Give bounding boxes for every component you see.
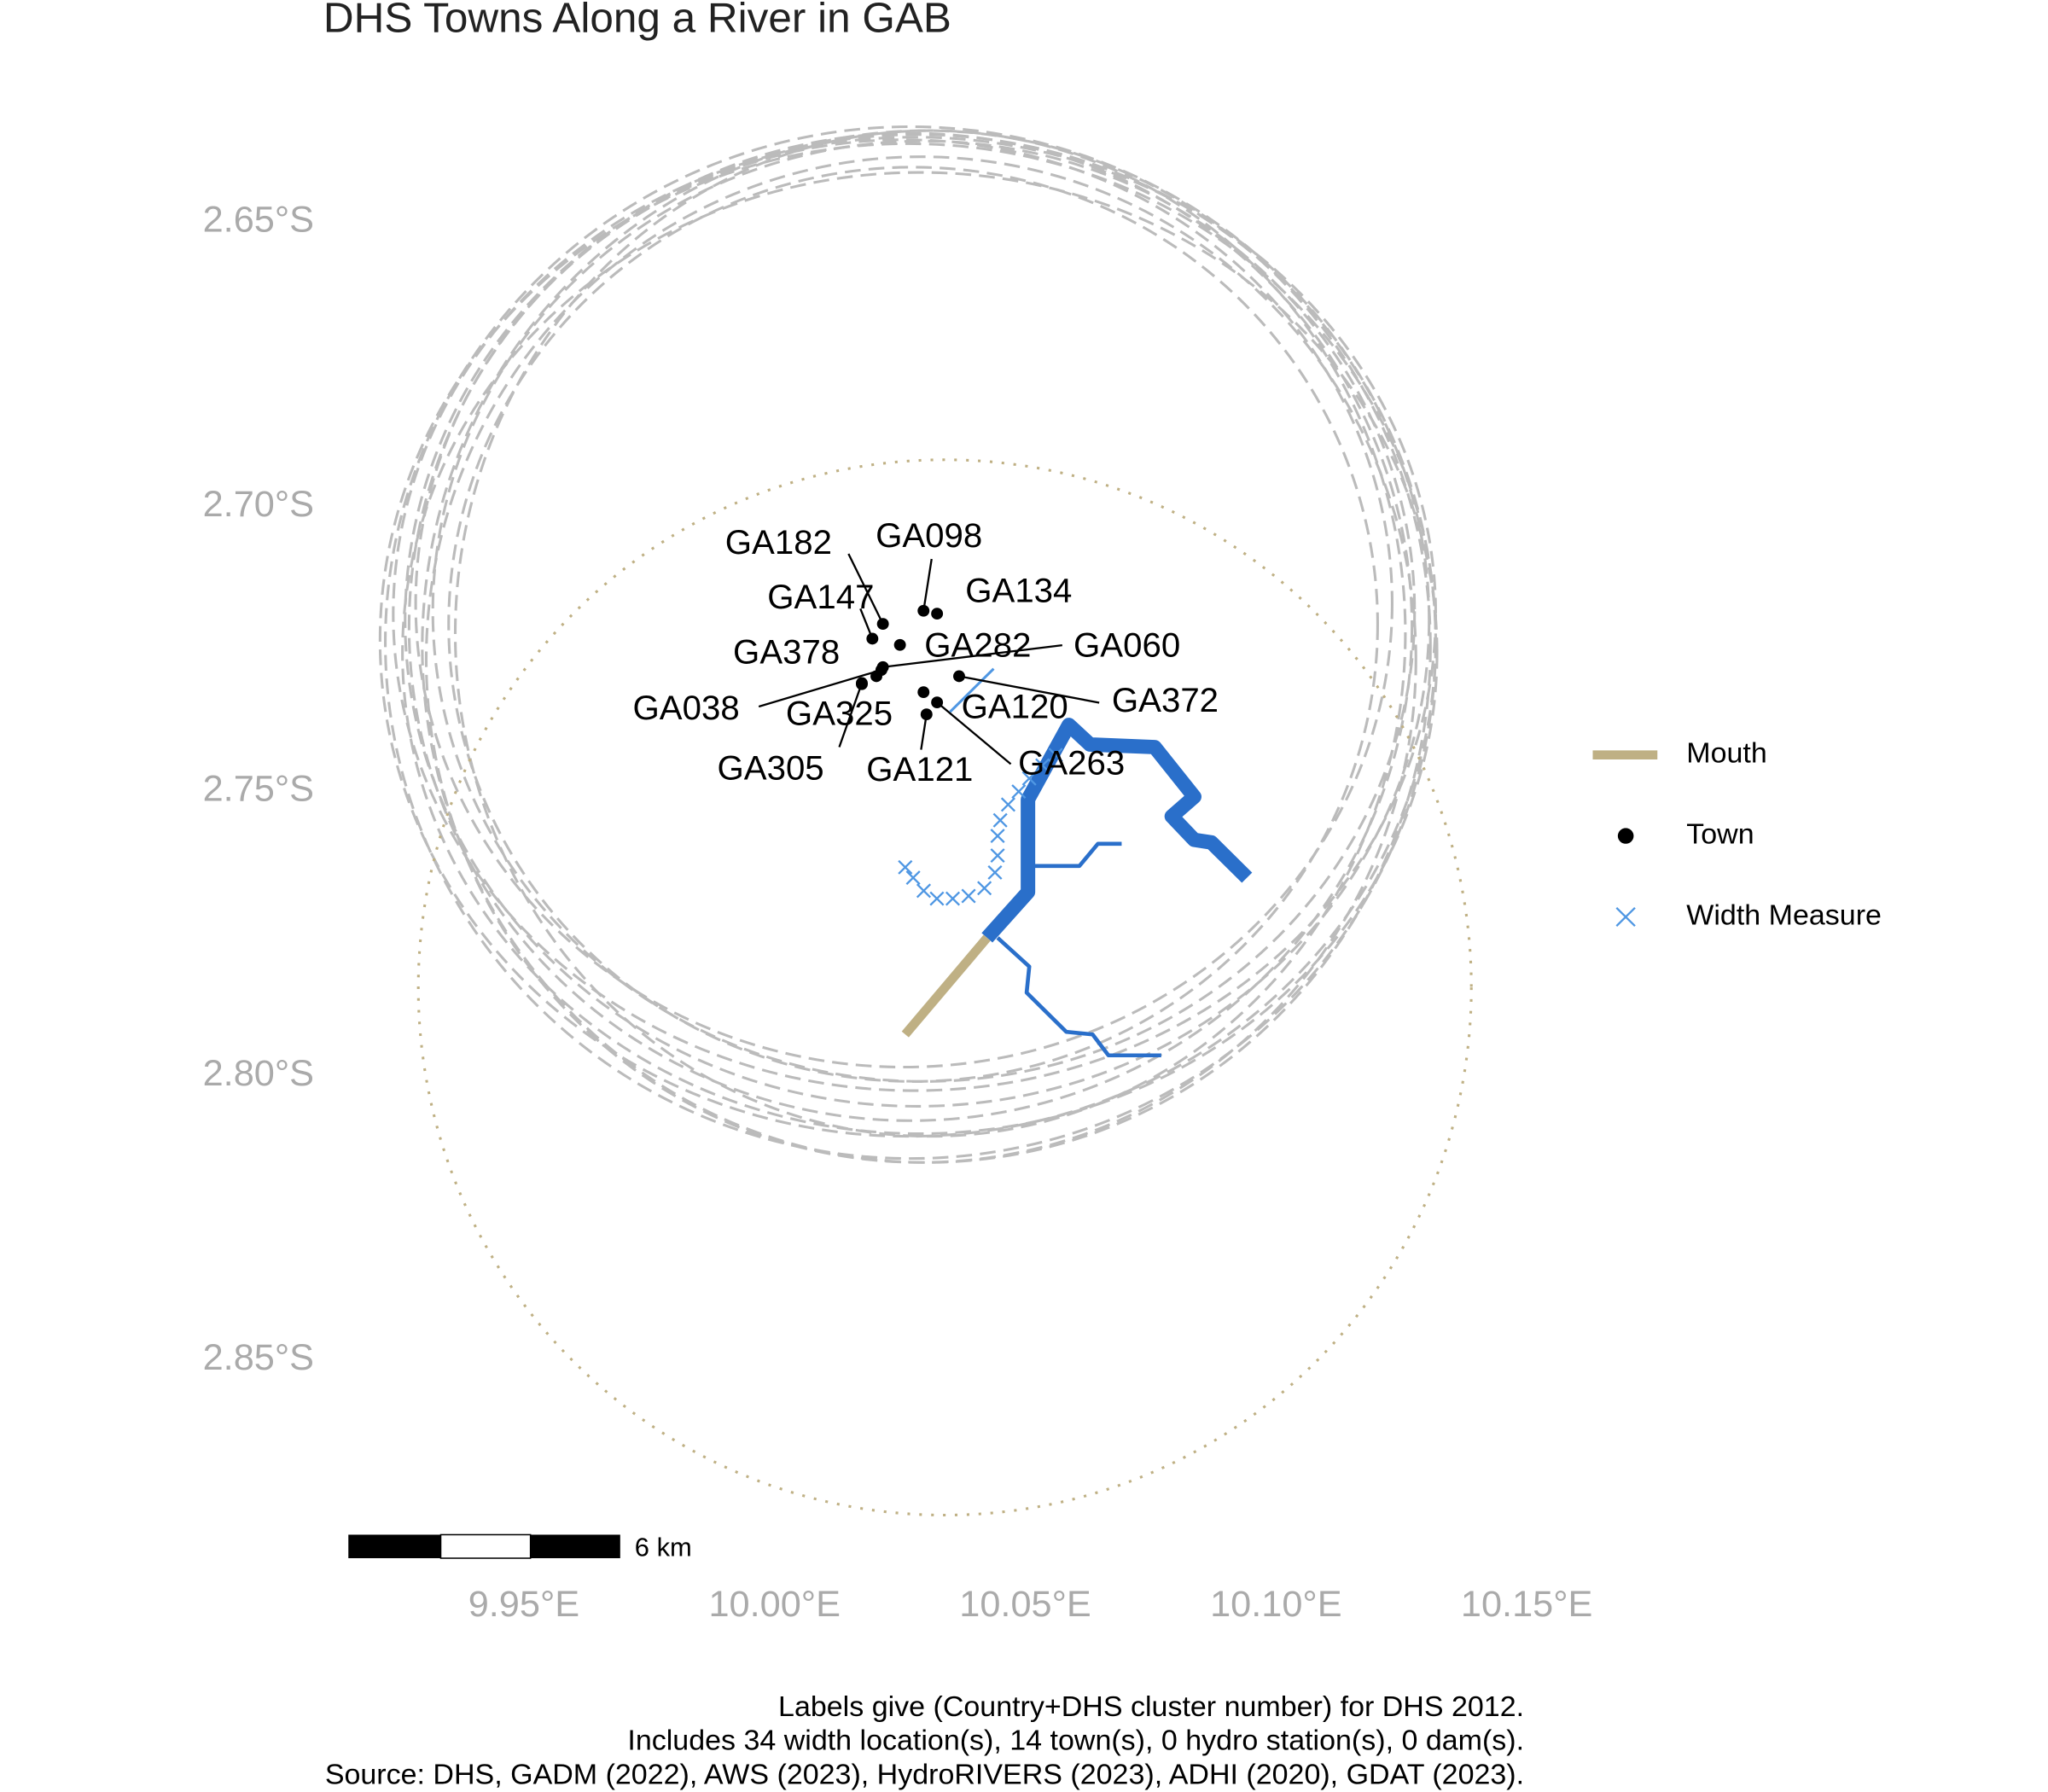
chart-title: DHS Towns Along a River in GAB [323, 0, 951, 41]
x-tick-label: 10.00°E [708, 1584, 841, 1625]
width-mark [990, 829, 1005, 844]
width-mark [1048, 748, 1063, 763]
town [866, 632, 879, 645]
town [931, 608, 944, 620]
width-mark [1035, 758, 1050, 773]
town [920, 708, 933, 721]
label-leader [838, 683, 864, 748]
town [931, 696, 944, 708]
caption: Includes 34 width location(s), 14 town(s… [627, 1725, 1524, 1757]
town-label: GA263 [1018, 745, 1125, 783]
plot: 9.95°E 10.00°E 10.05°E 10.10°E 10.15°E 2.65°S… [203, 200, 1882, 1791]
town-label: GA325 [786, 695, 893, 732]
town [876, 660, 889, 673]
width-mark [929, 891, 945, 906]
town-label: GA372 [1112, 682, 1219, 719]
width-mark [1011, 784, 1027, 800]
label-leader [847, 553, 884, 625]
town [893, 638, 906, 651]
width-mark [961, 888, 976, 904]
label-leader [936, 701, 1012, 765]
width-mark [1000, 797, 1015, 812]
width-mark [987, 864, 1003, 880]
mouth-buffer [416, 458, 1473, 1517]
width-measures [898, 748, 1063, 906]
y-tick-label: 2.65°S [203, 200, 314, 241]
y-tick-label: 2.85°S [203, 1337, 314, 1378]
town-label: GA060 [1073, 627, 1180, 665]
town [917, 686, 930, 698]
legend-key [1615, 906, 1636, 928]
x-tick-label: 9.95°E [468, 1584, 579, 1625]
town [876, 618, 889, 630]
legend-label: Town [1686, 818, 1754, 851]
width-mark [905, 870, 921, 886]
town [856, 677, 868, 689]
river [949, 667, 1253, 1058]
width-mark [916, 883, 932, 899]
mouth [901, 934, 991, 1038]
town-label: GA378 [733, 634, 840, 672]
town-label: GA120 [962, 689, 1068, 726]
town-label: GA305 [718, 750, 824, 788]
caption: Labels give (Country+DHS cluster number)… [778, 1690, 1524, 1723]
town-label: GA098 [876, 517, 982, 555]
legend-key [1617, 828, 1634, 844]
caption: Source: DHS, GADM (2022), AWS (2023), Hy… [325, 1759, 1524, 1791]
x-tick-label: 10.05°E [959, 1584, 1091, 1625]
y-tick-label: 2.75°S [203, 769, 314, 810]
legend-label: Width Measure [1686, 899, 1882, 932]
scale-bar: 6 km [348, 1533, 692, 1562]
label-leader [922, 558, 933, 611]
width-mark [1021, 771, 1037, 786]
buffer-circles [378, 125, 1439, 1164]
y-tick-label: 2.80°S [203, 1053, 314, 1094]
town-label: GA121 [866, 751, 973, 788]
width-mark [898, 859, 913, 875]
label-leader [882, 643, 1062, 668]
label-leader [958, 675, 1100, 704]
town-label: GA147 [767, 579, 874, 616]
town-label: GA038 [633, 689, 740, 727]
town-label: GA282 [924, 627, 1031, 665]
town [917, 604, 930, 617]
x-tick-label: 10.15°E [1461, 1584, 1593, 1625]
town-label: GA182 [725, 524, 832, 561]
x-tick-label: 10.10°E [1210, 1584, 1342, 1625]
legend-label: Mouth [1686, 737, 1767, 770]
town-label: GA134 [965, 573, 1072, 610]
y-tick-label: 2.70°S [203, 484, 314, 525]
town [953, 670, 965, 683]
width-mark [977, 881, 992, 896]
width-mark [992, 812, 1008, 828]
width-mark [990, 848, 1005, 864]
label-leader [920, 713, 928, 750]
width-mark [945, 891, 961, 906]
label-leader [758, 669, 882, 708]
scale-label: 6 km [635, 1533, 692, 1562]
